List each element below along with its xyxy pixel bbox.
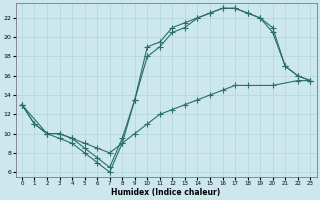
X-axis label: Humidex (Indice chaleur): Humidex (Indice chaleur)	[111, 188, 221, 197]
